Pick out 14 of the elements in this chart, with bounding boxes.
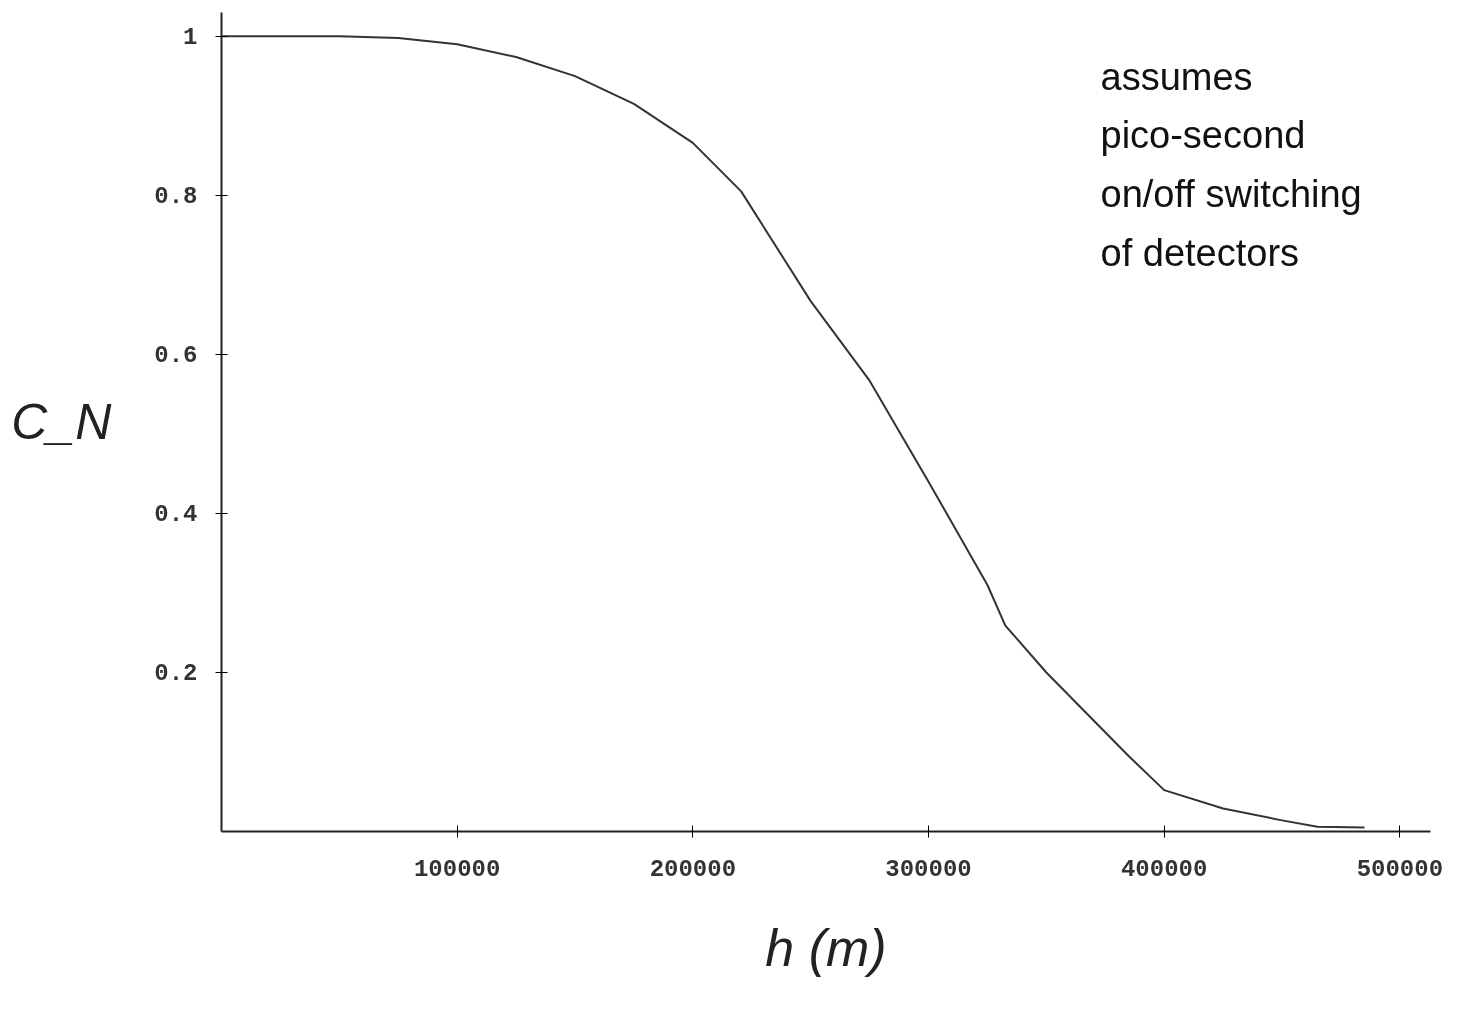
x-tick-label: 500000 — [1356, 855, 1444, 883]
y-tick-label: 0.2 — [154, 660, 198, 688]
y-tick-label: 0.6 — [154, 342, 198, 370]
x-tick-label: 200000 — [649, 855, 737, 883]
x-tick-label: 100000 — [413, 855, 501, 883]
line-series — [221, 35, 1366, 829]
annotation: assumes pico-second on/off switching of detectors — [1100, 55, 1362, 274]
y-tick-label: 0.8 — [154, 183, 198, 211]
x-axis-title: h (m) — [765, 918, 887, 977]
y-tick-label: 0.4 — [154, 501, 198, 529]
y-tick-label: 1 — [183, 24, 198, 52]
x-tick-label: 300000 — [885, 855, 972, 883]
y-axis-title: C_N — [11, 394, 113, 450]
x-tick-label: 400000 — [1120, 855, 1208, 883]
